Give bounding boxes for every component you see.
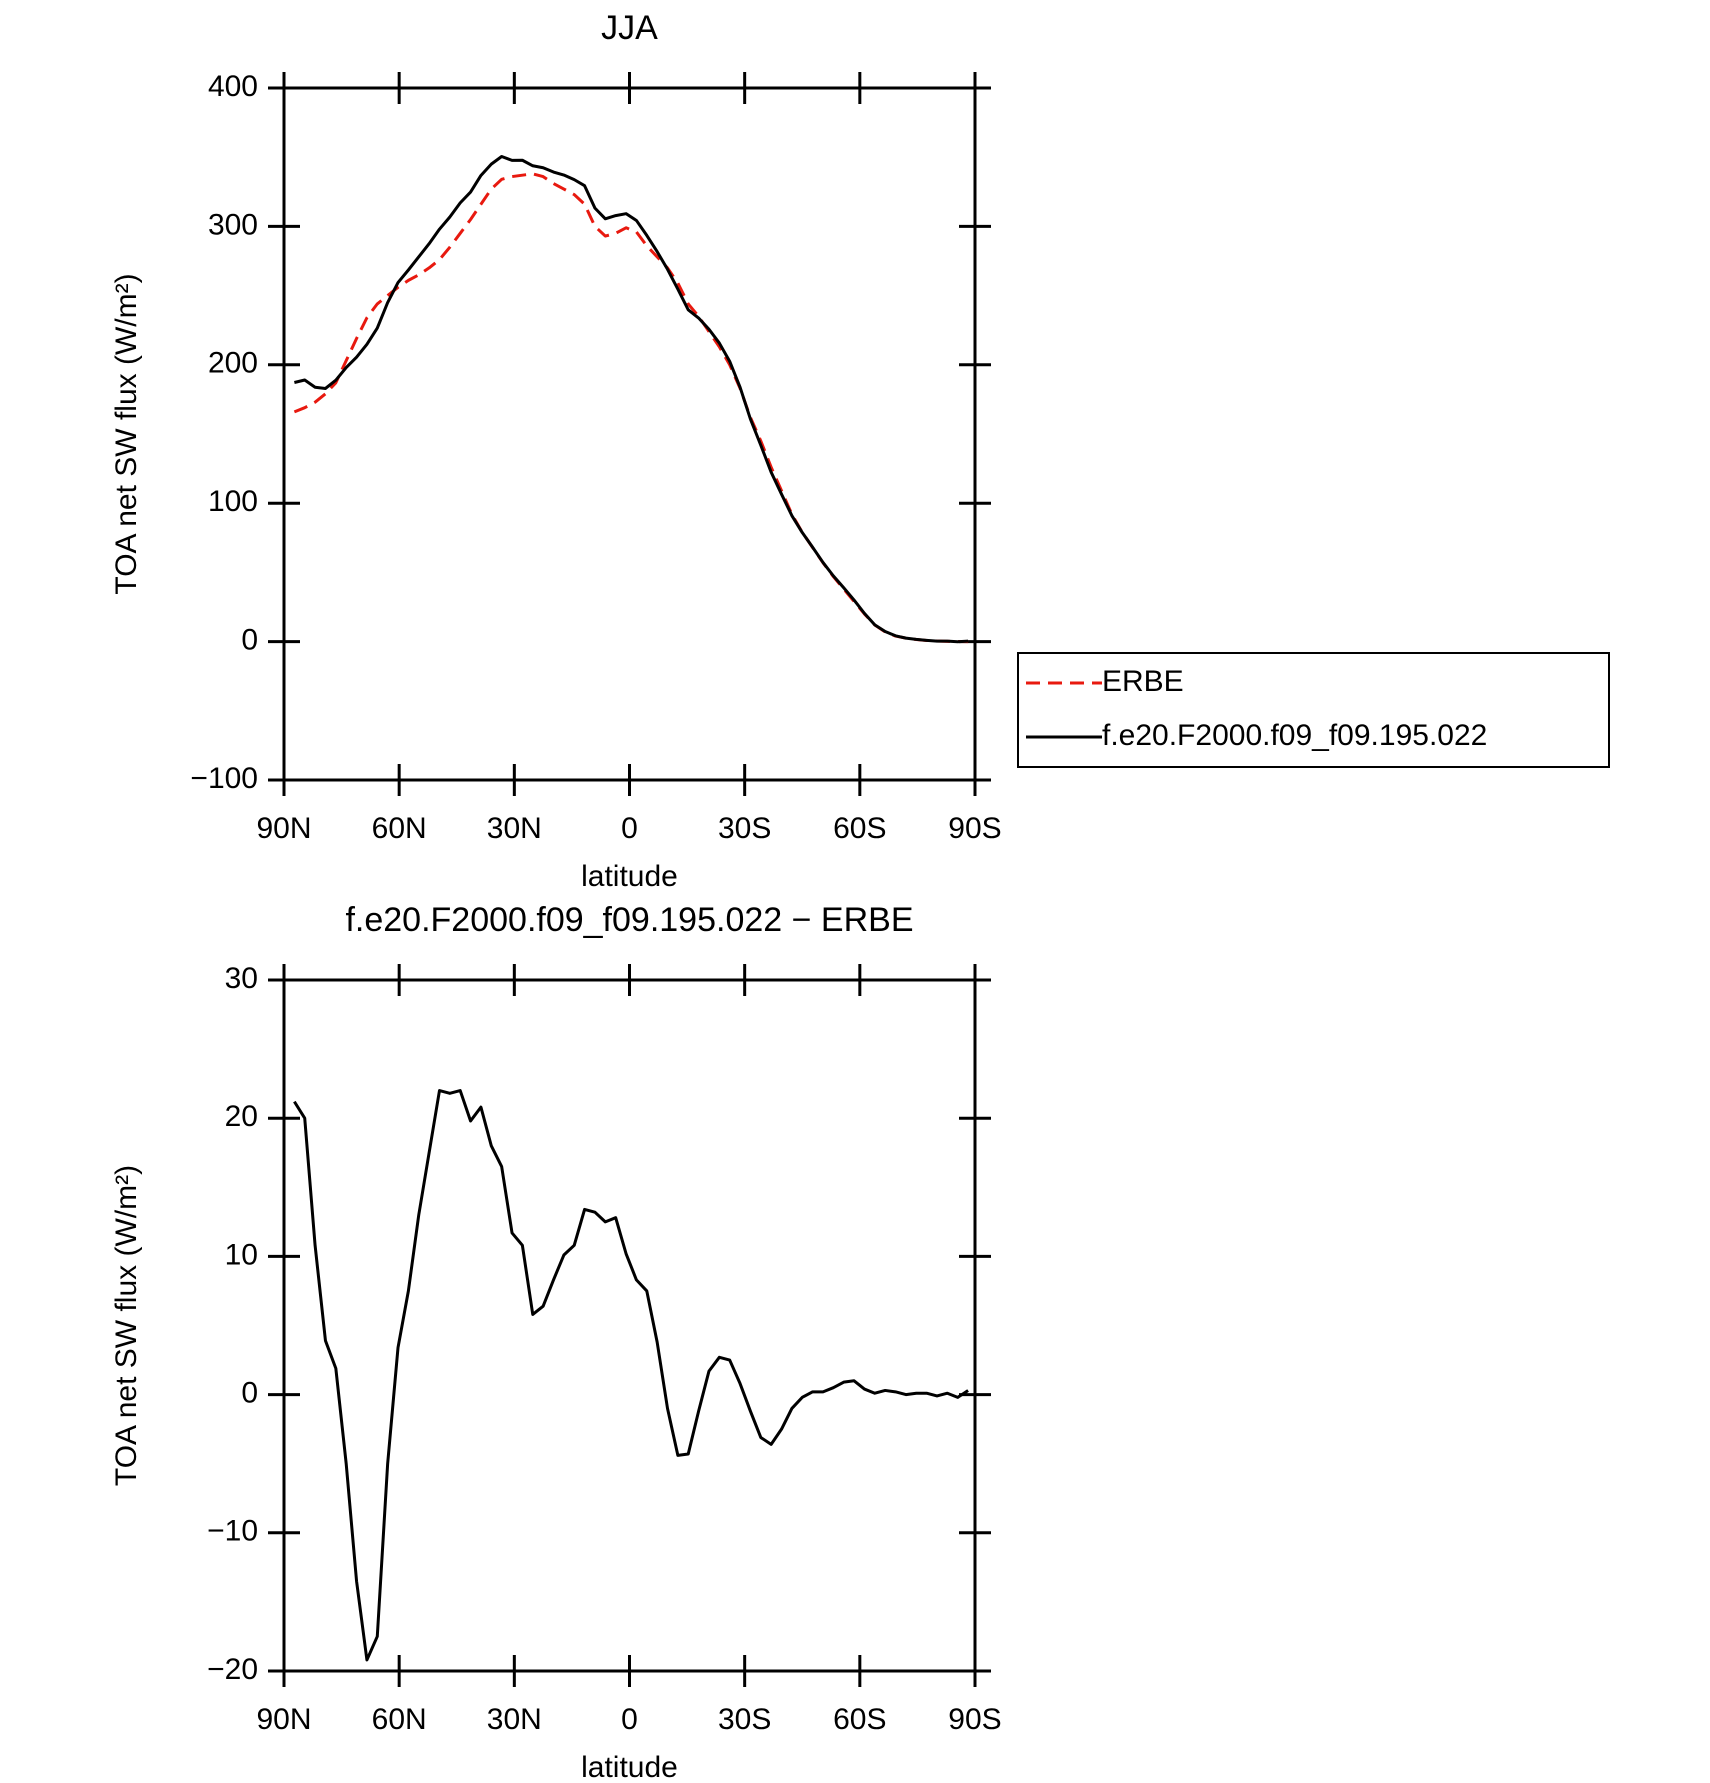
y-tick-label: 300 — [208, 208, 258, 241]
chart-title: f.e20.F2000.f09_f09.195.022 − ERBE — [345, 901, 913, 939]
x-tick-label: 0 — [621, 1703, 638, 1736]
chart-title: JJA — [601, 9, 658, 47]
legend-label: ERBE — [1102, 665, 1184, 698]
legend-label: f.e20.F2000.f09_f09.195.022 — [1102, 719, 1487, 752]
y-tick-label: 10 — [225, 1238, 258, 1271]
series-line — [293, 1089, 969, 1662]
x-tick-label: 30N — [487, 812, 542, 845]
y-axis-label: TOA net SW flux (W/m²) — [110, 1165, 143, 1486]
x-tick-label: 30S — [718, 812, 771, 845]
x-tick-label: 30N — [487, 1703, 542, 1736]
legend-box — [1017, 652, 1610, 768]
series-line — [294, 155, 969, 644]
x-tick-label: 60S — [833, 812, 886, 845]
x-axis-label: latitude — [581, 1751, 678, 1783]
y-tick-label: −10 — [207, 1515, 258, 1548]
y-tick-label: 0 — [241, 624, 258, 657]
y-tick-label: −20 — [207, 1653, 258, 1686]
x-tick-label: 60S — [833, 1703, 886, 1736]
y-tick-label: 0 — [241, 1377, 258, 1410]
y-axis-label: TOA net SW flux (W/m²) — [110, 273, 143, 594]
y-tick-label: −100 — [190, 762, 258, 795]
x-tick-label: 0 — [621, 812, 638, 845]
x-tick-label: 90S — [948, 812, 1001, 845]
x-tick-label: 60N — [372, 1703, 427, 1736]
x-tick-label: 90N — [256, 1703, 311, 1736]
y-tick-label: 100 — [208, 485, 258, 518]
y-tick-label: 30 — [225, 962, 258, 995]
y-tick-label: 200 — [208, 347, 258, 380]
x-axis-label: latitude — [581, 860, 678, 893]
x-tick-label: 60N — [372, 812, 427, 845]
x-tick-label: 90S — [948, 1703, 1001, 1736]
series-line — [293, 172, 969, 644]
y-tick-label: 20 — [225, 1100, 258, 1133]
x-tick-label: 90N — [256, 812, 311, 845]
y-tick-label: 400 — [208, 70, 258, 103]
x-tick-label: 30S — [718, 1703, 771, 1736]
